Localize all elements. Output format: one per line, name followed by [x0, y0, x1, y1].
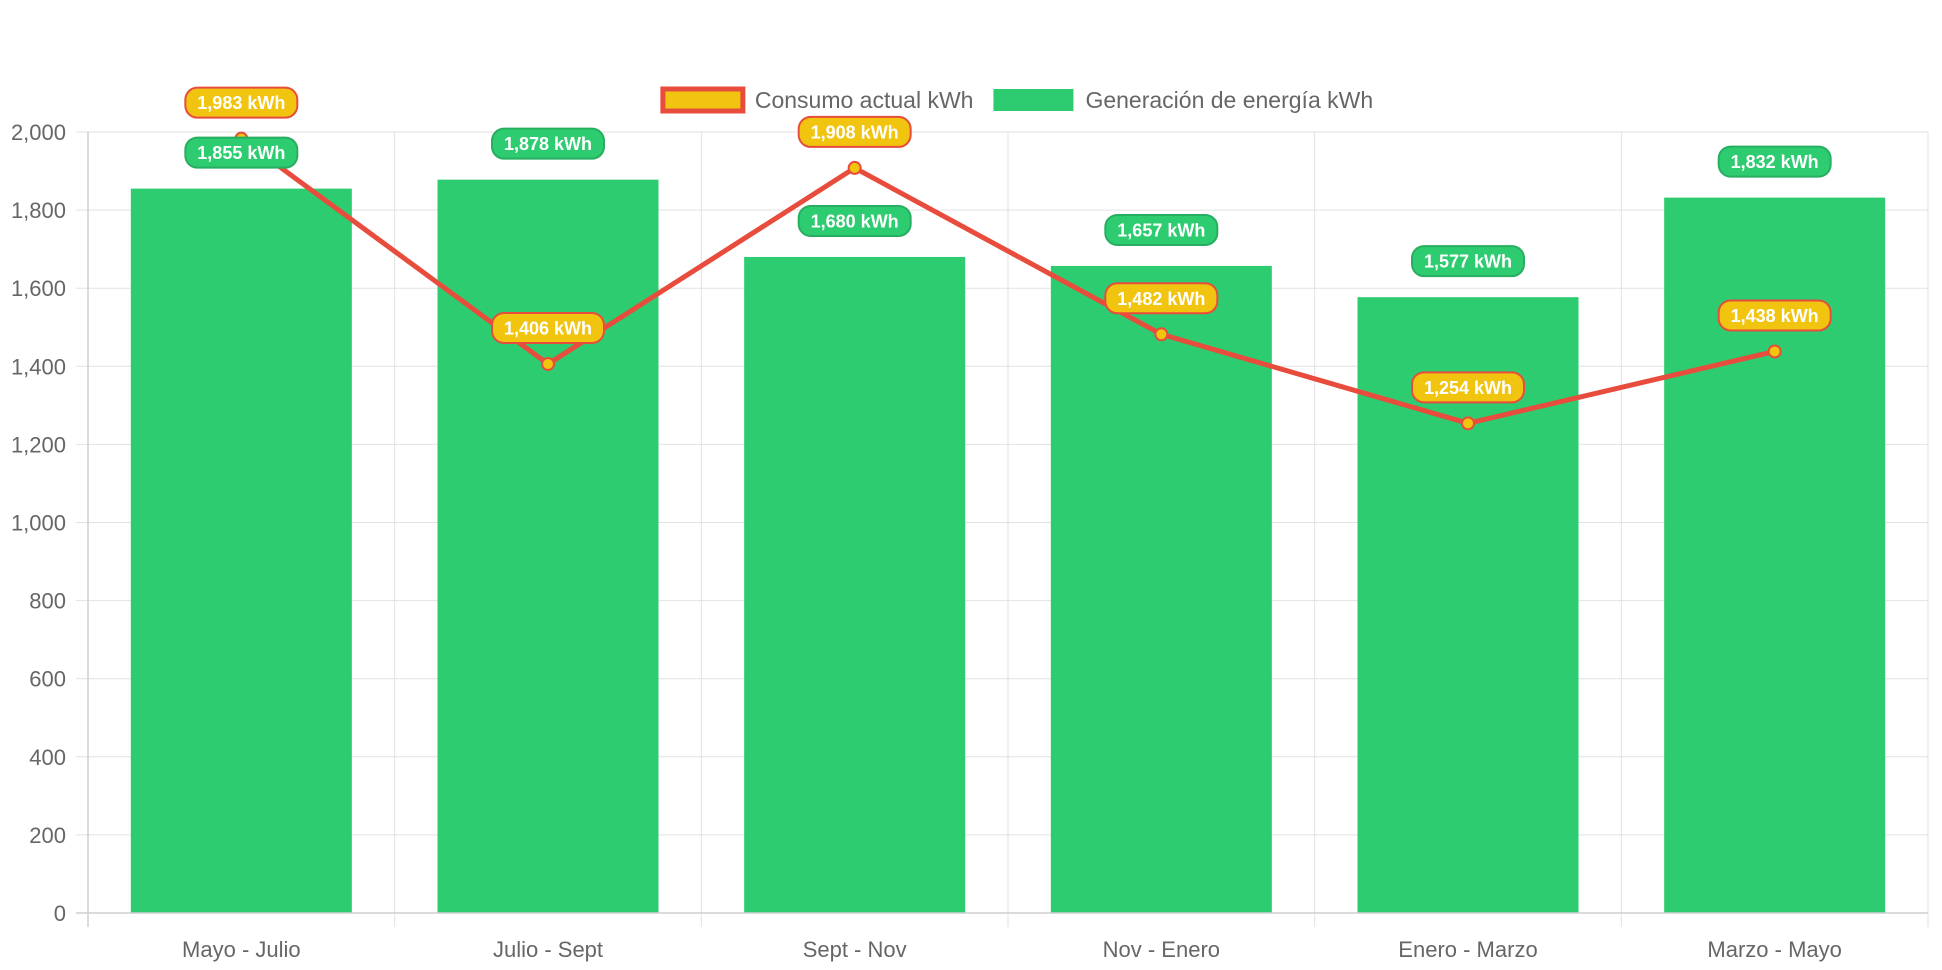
grid	[76, 131, 1929, 927]
x-tick-label: Sept - Nov	[803, 937, 907, 962]
data-label-consumo-bg	[184, 86, 299, 119]
bar-generacion[interactable]	[130, 188, 352, 913]
data-label-consumo: 1,983 kWh	[184, 86, 299, 119]
y-tick-label: 2,000	[11, 120, 66, 145]
line-point-consumo[interactable]	[847, 160, 862, 175]
data-label-consumo: 1,438 kWh	[1717, 299, 1832, 332]
data-label-generacion-text: 1,657 kWh	[1117, 220, 1205, 240]
line-point-consumo[interactable]	[1767, 344, 1782, 359]
data-label-consumo-text: 1,254 kWh	[1424, 378, 1512, 398]
data-label-consumo-bg	[797, 115, 912, 148]
data-label-consumo-text: 1,406 kWh	[504, 318, 592, 338]
data-label-consumo-text: 1,482 kWh	[1117, 289, 1205, 309]
bar-generacion[interactable]	[437, 179, 659, 914]
data-label-generacion: 1,657 kWh	[1104, 213, 1219, 246]
data-label-consumo-bg	[491, 311, 605, 344]
data-label-generacion-text: 1,577 kWh	[1424, 252, 1512, 272]
data-label-consumo-bg	[1104, 282, 1219, 315]
data-label-generacion-bg	[1717, 145, 1832, 178]
y-tick-label: 1,200	[11, 432, 66, 457]
data-label-consumo: 1,406 kWh	[491, 311, 605, 344]
data-labels: 1,855 kWh 1,878 kWh 1,680 kWh 1,657 kWh 1,57…	[184, 86, 1832, 404]
data-label-generacion-bg	[1411, 245, 1525, 278]
y-tick-label: 0	[54, 901, 66, 926]
data-label-consumo-bg	[1411, 371, 1525, 404]
x-tick-label: Mayo - Julio	[182, 937, 301, 962]
y-tick-label: 1,600	[11, 276, 66, 301]
data-label-generacion-text: 1,855 kWh	[197, 143, 285, 163]
legend-item-generacion[interactable]: Generación de energía kWh	[993, 87, 1373, 113]
bar-generacion[interactable]	[744, 256, 966, 914]
legend[interactable]: Consumo actual kWh Generación de energía …	[660, 86, 1373, 114]
line-point-consumo[interactable]	[1154, 327, 1169, 342]
y-tick-label: 800	[29, 589, 66, 614]
data-label-generacion-text: 1,832 kWh	[1731, 152, 1819, 172]
legend-swatch	[993, 89, 1074, 111]
x-tick-label: Enero - Marzo	[1398, 937, 1537, 962]
legend-label: Consumo actual kWh	[755, 87, 974, 113]
data-label-generacion-bg	[184, 136, 299, 169]
data-label-consumo-text: 1,983 kWh	[197, 93, 285, 113]
y-tick-label: 200	[29, 823, 66, 848]
y-tick-label: 600	[29, 667, 66, 692]
data-label-generacion-text: 1,878 kWh	[504, 134, 592, 154]
line-point-consumo[interactable]	[541, 356, 555, 371]
data-label-generacion-bg	[1104, 213, 1219, 246]
x-tick-label: Julio - Sept	[493, 937, 603, 962]
data-label-consumo-text: 1,438 kWh	[1731, 306, 1819, 326]
x-tick-label: Marzo - Mayo	[1707, 937, 1841, 962]
bar-generacion[interactable]	[1050, 265, 1272, 913]
y-tick-label: 1,800	[11, 198, 66, 223]
data-label-consumo: 1,254 kWh	[1411, 371, 1525, 404]
y-tick-label: 1,400	[11, 354, 66, 379]
x-tick-label: Nov - Enero	[1103, 937, 1220, 962]
data-label-consumo-bg	[1717, 299, 1832, 332]
data-label-consumo: 1,482 kWh	[1104, 282, 1219, 315]
data-label-generacion: 1,855 kWh	[184, 136, 299, 169]
data-label-generacion: 1,680 kWh	[797, 204, 912, 237]
data-label-generacion: 1,577 kWh	[1411, 245, 1525, 278]
data-label-consumo-text: 1,908 kWh	[811, 122, 899, 142]
y-tick-label: 1,000	[11, 511, 66, 536]
legend-label: Generación de energía kWh	[1085, 87, 1373, 113]
data-label-generacion-text: 1,680 kWh	[811, 211, 899, 231]
legend-item-consumo[interactable]: Consumo actual kWh	[660, 86, 974, 114]
legend-swatch	[660, 86, 746, 114]
y-tick-label: 400	[29, 745, 66, 770]
data-label-generacion: 1,878 kWh	[491, 127, 605, 160]
data-label-generacion-bg	[797, 204, 912, 237]
data-label-generacion: 1,832 kWh	[1717, 145, 1832, 178]
line-point-consumo[interactable]	[1461, 416, 1475, 431]
axes: 0 200 400 600 800 1,000 1,200 1,400 1,600 1,800 2,…	[11, 120, 1928, 962]
data-label-generacion-bg	[491, 127, 605, 160]
data-label-consumo: 1,908 kWh	[797, 115, 912, 148]
